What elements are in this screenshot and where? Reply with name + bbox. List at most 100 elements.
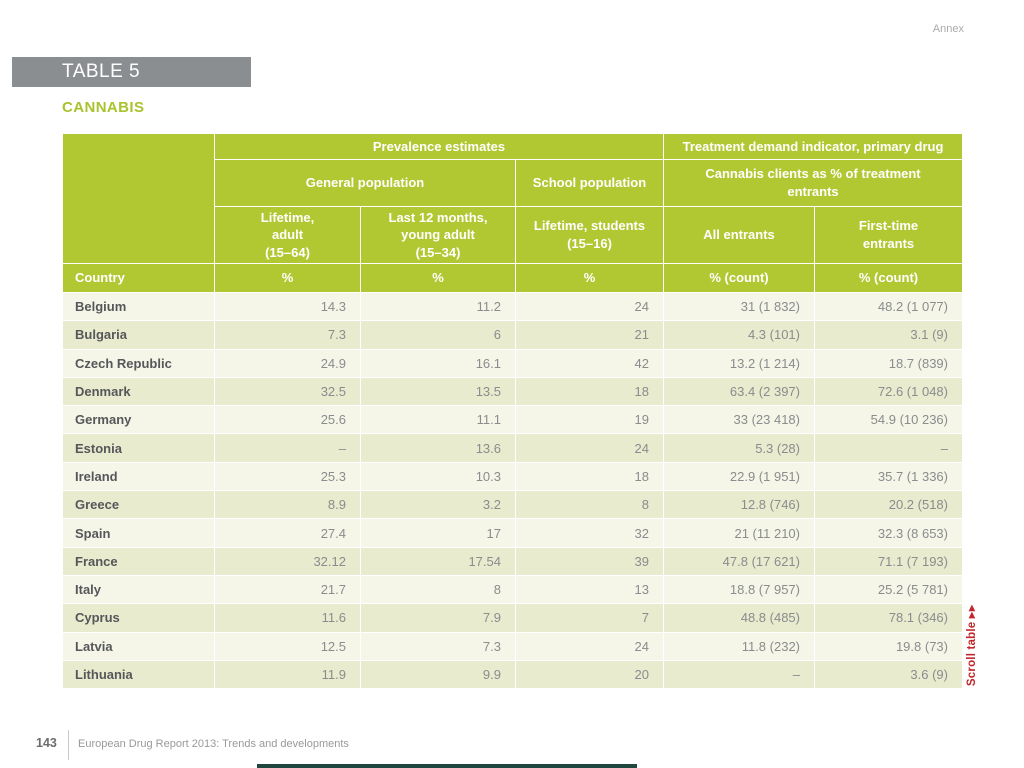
country-cell: France xyxy=(62,546,215,576)
value-cell: 4.3 (101) xyxy=(663,320,815,350)
country-cell: Italy xyxy=(62,574,215,605)
country-cell: Bulgaria xyxy=(62,320,215,350)
value-cell: 48.8 (485) xyxy=(663,603,815,633)
value-cell: 63.4 (2 397) xyxy=(663,376,815,407)
value-cell: 27.4 xyxy=(214,518,361,548)
value-cell: 39 xyxy=(515,546,664,576)
value-cell: 11.6 xyxy=(214,603,361,633)
annex-label: Annex xyxy=(932,23,964,35)
value-cell: 21 xyxy=(515,320,664,350)
value-cell: 5.3 (28) xyxy=(663,433,815,463)
value-cell: 13 xyxy=(515,574,664,605)
value-cell: 42 xyxy=(515,348,664,378)
country-cell: Estonia xyxy=(62,433,215,463)
value-cell: 32 xyxy=(515,518,664,548)
country-cell: Belgium xyxy=(62,291,215,322)
unit-percent-count-1: % (count) xyxy=(663,263,815,293)
country-cell: Czech Republic xyxy=(62,348,215,378)
table-row: Germany 25.6 11.1 19 33 (23 418) 54.9 (1… xyxy=(62,405,963,435)
value-cell: 54.9 (10 236) xyxy=(814,405,963,435)
value-cell: 8 xyxy=(360,574,516,605)
value-cell: 7.9 xyxy=(360,603,516,633)
value-cell: 10.3 xyxy=(360,461,516,492)
table-row: Ireland 25.3 10.3 18 22.9 (1 951) 35.7 (… xyxy=(62,461,963,492)
col-header-lifetime-adult: Lifetime, adult (15–64) xyxy=(214,206,361,264)
value-cell: 12.8 (746) xyxy=(663,490,815,520)
table-row: Belgium 14.3 11.2 24 31 (1 832) 48.2 (1 … xyxy=(62,291,963,322)
table-row: Czech Republic 24.9 16.1 42 13.2 (1 214)… xyxy=(62,348,963,378)
value-cell: 17.54 xyxy=(360,546,516,576)
value-cell: 78.1 (346) xyxy=(814,603,963,633)
value-cell: 19.8 (73) xyxy=(814,631,963,661)
table-row: Denmark 32.5 13.5 18 63.4 (2 397) 72.6 (… xyxy=(62,376,963,407)
value-cell: 3.6 (9) xyxy=(814,659,963,690)
value-cell: 16.1 xyxy=(360,348,516,378)
value-cell: 14.3 xyxy=(214,291,361,322)
value-cell: 7.3 xyxy=(360,631,516,661)
country-cell: Lithuania xyxy=(62,659,215,690)
cannabis-table-container: Prevalence estimates Treatment demand in… xyxy=(62,133,963,690)
group-header-cannabis-clients: Cannabis clients as % of treatment entra… xyxy=(663,159,963,207)
table-number-tag: TABLE 5 xyxy=(12,57,251,87)
value-cell: 35.7 (1 336) xyxy=(814,461,963,492)
col-header-all-entrants: All entrants xyxy=(663,206,815,264)
unit-percent-1: % xyxy=(214,263,361,293)
page-title: CANNABIS xyxy=(62,99,145,116)
value-cell: 25.6 xyxy=(214,405,361,435)
footer-divider xyxy=(68,730,69,760)
value-cell: 20.2 (518) xyxy=(814,490,963,520)
value-cell: 47.8 (17 621) xyxy=(663,546,815,576)
value-cell: 32.12 xyxy=(214,546,361,576)
table-row: Cyprus 11.6 7.9 7 48.8 (485) 78.1 (346) xyxy=(62,603,963,633)
value-cell: 11.2 xyxy=(360,291,516,322)
value-cell: 72.6 (1 048) xyxy=(814,376,963,407)
value-cell: 8.9 xyxy=(214,490,361,520)
scroll-table-control[interactable]: Scroll table ▶▶ xyxy=(966,580,980,710)
value-cell: 25.3 xyxy=(214,461,361,492)
cannabis-table: Prevalence estimates Treatment demand in… xyxy=(62,133,963,690)
country-cell: Ireland xyxy=(62,461,215,492)
unit-percent-2: % xyxy=(360,263,516,293)
value-cell: 33 (23 418) xyxy=(663,405,815,435)
page-number: 143 xyxy=(36,736,57,750)
country-cell: Germany xyxy=(62,405,215,435)
value-cell: 32.5 xyxy=(214,376,361,407)
unit-percent-count-2: % (count) xyxy=(814,263,963,293)
col-header-country: Country xyxy=(62,263,215,293)
value-cell: 13.5 xyxy=(360,376,516,407)
value-cell: 18.8 (7 957) xyxy=(663,574,815,605)
col-header-last-12-months: Last 12 months, young adult (15–34) xyxy=(360,206,516,264)
table-row: Greece 8.9 3.2 8 12.8 (746) 20.2 (518) xyxy=(62,490,963,520)
corner-blank-cell xyxy=(62,133,215,264)
value-cell: 19 xyxy=(515,405,664,435)
value-cell: – xyxy=(214,433,361,463)
group-header-general-population: General population xyxy=(214,159,516,207)
table-row: Spain 27.4 17 32 21 (11 210) 32.3 (8 653… xyxy=(62,518,963,548)
value-cell: 3.1 (9) xyxy=(814,320,963,350)
value-cell: 11.1 xyxy=(360,405,516,435)
table-row: Italy 21.7 8 13 18.8 (7 957) 25.2 (5 781… xyxy=(62,574,963,605)
col-header-lifetime-students: Lifetime, students (15–16) xyxy=(515,206,664,264)
country-cell: Greece xyxy=(62,490,215,520)
value-cell: – xyxy=(814,433,963,463)
group-header-school-population: School population xyxy=(515,159,664,207)
value-cell: 24 xyxy=(515,433,664,463)
value-cell: – xyxy=(663,659,815,690)
table-row: Latvia 12.5 7.3 24 11.8 (232) 19.8 (73) xyxy=(62,631,963,661)
value-cell: 7 xyxy=(515,603,664,633)
section-header-treatment: Treatment demand indicator, primary drug xyxy=(663,133,963,160)
section-header-prevalence: Prevalence estimates xyxy=(214,133,664,160)
country-cell: Denmark xyxy=(62,376,215,407)
value-cell: 24 xyxy=(515,291,664,322)
bottom-accent-bar xyxy=(257,764,637,768)
value-cell: 11.8 (232) xyxy=(663,631,815,661)
value-cell: 18 xyxy=(515,461,664,492)
footer-report-title: European Drug Report 2013: Trends and de… xyxy=(78,738,349,750)
value-cell: 7.3 xyxy=(214,320,361,350)
value-cell: 21 (11 210) xyxy=(663,518,815,548)
value-cell: 12.5 xyxy=(214,631,361,661)
value-cell: 31 (1 832) xyxy=(663,291,815,322)
table-row: Bulgaria 7.3 6 21 4.3 (101) 3.1 (9) xyxy=(62,320,963,350)
col-header-first-time-entrants: First-time entrants xyxy=(814,206,963,264)
value-cell: 20 xyxy=(515,659,664,690)
